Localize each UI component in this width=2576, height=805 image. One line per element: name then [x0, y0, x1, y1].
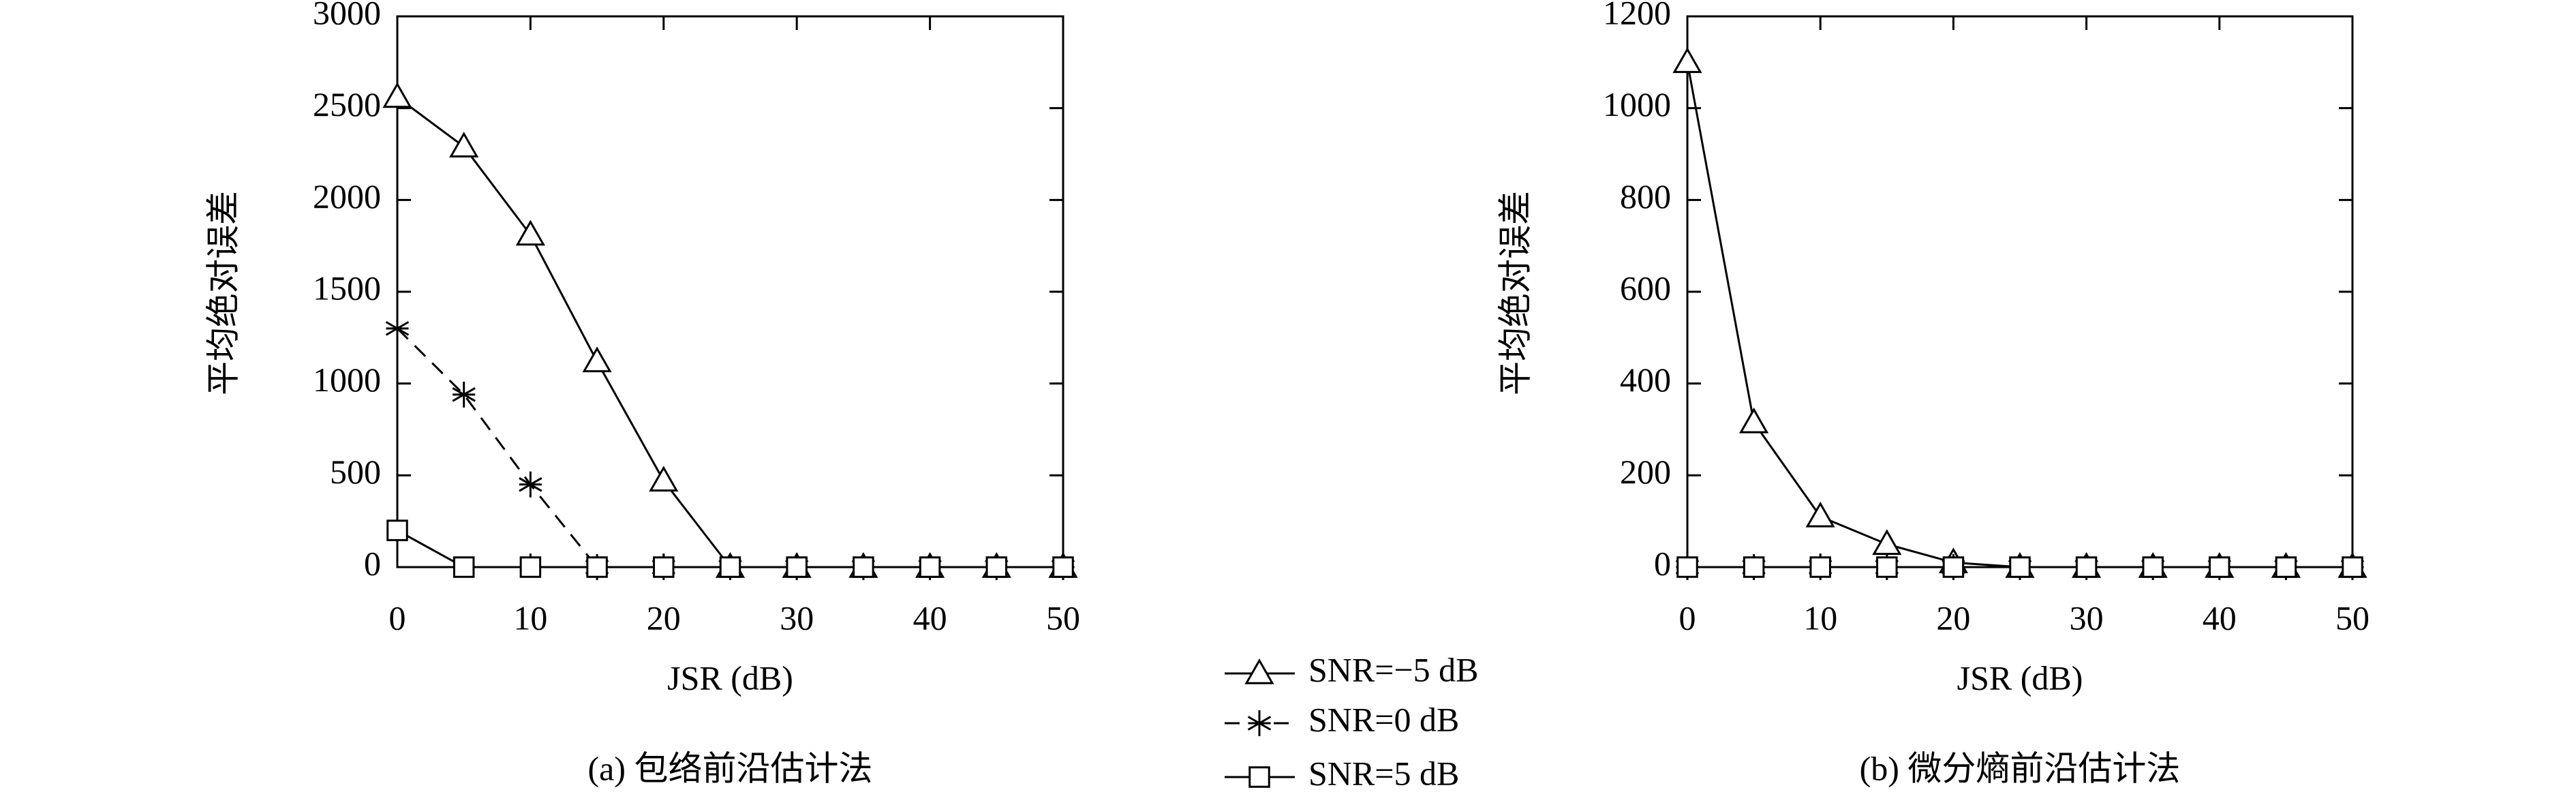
marker-square [386, 519, 408, 541]
marker-triangle [649, 466, 679, 492]
marker-triangle [1739, 407, 1769, 434]
x-tick-label: 20 [647, 598, 681, 637]
y-tick-label: 800 [1620, 177, 1671, 215]
legend-label: SNR=0 dB [1308, 700, 1459, 738]
marker-triangle [1872, 529, 1902, 556]
marker-square [2009, 556, 2031, 578]
marker-square [985, 556, 1008, 578]
plot-frame [1686, 15, 2354, 568]
y-tick-label: 2000 [313, 177, 381, 215]
marker-square [1876, 556, 1898, 578]
y-tick-label: 0 [364, 544, 381, 582]
marker-square [786, 556, 808, 578]
x-tick-label: 30 [2070, 598, 2104, 637]
plot-frame [396, 15, 1064, 568]
x-tick-label: 30 [780, 598, 814, 637]
marker-square [2075, 556, 2098, 578]
y-tick-label: 1500 [313, 269, 381, 307]
x-axis-label: JSR (dB) [1957, 658, 2083, 697]
series-line [1686, 62, 2352, 568]
y-tick-label: 600 [1620, 269, 1671, 307]
marker-triangle [382, 82, 412, 108]
y-tick-label: 1000 [313, 361, 381, 399]
series-line [396, 327, 1063, 568]
marker-square [453, 556, 475, 578]
y-tick-label: 400 [1620, 361, 1671, 399]
marker-square [1052, 556, 1074, 578]
marker-square [1676, 556, 1698, 578]
marker-square [1809, 556, 1831, 578]
legend-label: SNR=−5 dB [1308, 650, 1479, 688]
marker-triangle [1672, 47, 1702, 74]
marker-square [2209, 556, 2230, 578]
y-tick-label: 500 [330, 453, 381, 491]
marker-asterisk [1247, 710, 1272, 736]
y-axis-label: 平均绝对误差 [1496, 191, 1534, 395]
marker-square [2142, 556, 2164, 578]
marker-triangle [515, 219, 545, 246]
marker-square [1248, 766, 1270, 788]
marker-triangle [582, 346, 612, 373]
series-line [397, 96, 1063, 568]
marker-triangle [1244, 658, 1274, 684]
marker-square [2342, 556, 2363, 578]
x-tick-label: 40 [2203, 598, 2237, 637]
marker-square [2275, 556, 2297, 578]
x-axis-label: JSR (dB) [667, 658, 793, 697]
marker-square [519, 556, 542, 578]
x-tick-label: 10 [513, 598, 547, 637]
x-tick-label: 50 [2335, 598, 2370, 637]
x-tick-label: 40 [913, 598, 947, 637]
y-tick-label: 3000 [313, 0, 381, 31]
marker-square [719, 556, 741, 578]
marker-square [586, 556, 608, 578]
caption: (a) 包络前沿估计法 [588, 749, 873, 787]
marker-square [919, 556, 941, 578]
legend-label: SNR=5 dB [1308, 754, 1459, 792]
marker-asterisk [519, 471, 542, 498]
marker-triangle [1805, 501, 1835, 528]
y-tick-label: 0 [1654, 544, 1671, 582]
y-tick-label: 1200 [1603, 0, 1671, 31]
marker-triangle [449, 132, 479, 157]
y-axis-label: 平均绝对误差 [204, 191, 242, 395]
y-tick-label: 1000 [1603, 85, 1671, 123]
x-tick-label: 20 [1936, 598, 1970, 637]
x-tick-label: 50 [1046, 598, 1080, 637]
marker-square [1942, 556, 1965, 578]
marker-square [653, 556, 675, 578]
marker-square [853, 556, 874, 578]
y-tick-label: 2500 [313, 85, 381, 123]
marker-asterisk [385, 315, 410, 341]
marker-asterisk [452, 381, 476, 408]
x-tick-label: 0 [389, 598, 406, 637]
x-tick-label: 10 [1803, 598, 1837, 637]
y-tick-label: 200 [1620, 453, 1671, 491]
x-tick-label: 0 [1679, 598, 1696, 637]
marker-square [1743, 556, 1765, 578]
caption: (b) 微分熵前沿估计法 [1860, 749, 2181, 787]
